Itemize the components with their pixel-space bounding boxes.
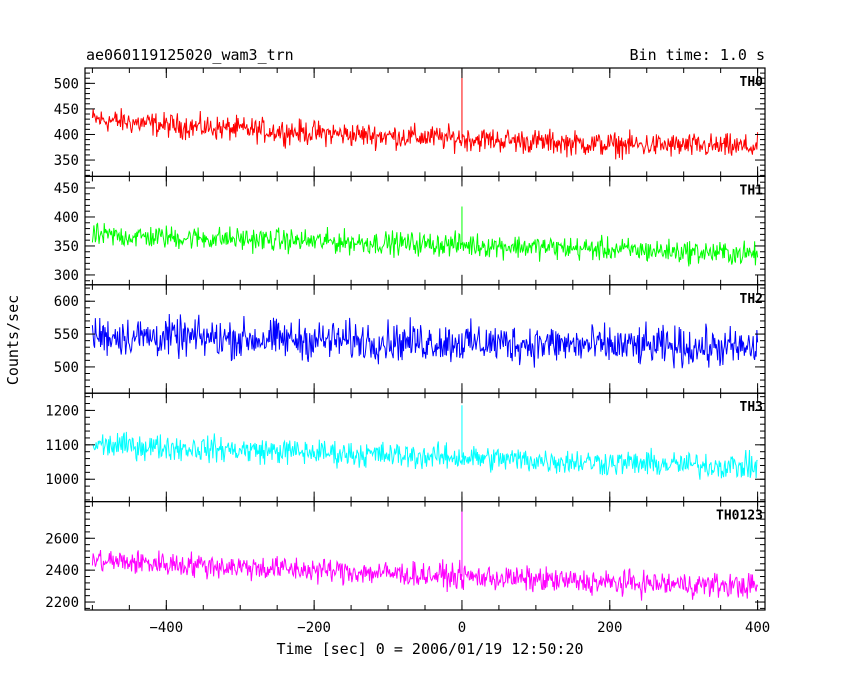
bin-time-label: Bin time: 1.0 s: [630, 46, 765, 64]
series-th2-line: [91, 314, 759, 369]
y-tick-label: 450: [54, 181, 79, 197]
y-tick-label: 350: [54, 239, 79, 255]
x-tick-label: −400: [149, 620, 183, 636]
panels-group: 350 400 450 500 TH0 300 350 400 450 TH1 500 550 600 T…: [45, 67, 770, 636]
panel-frame-th1: [84, 175, 766, 286]
series-label-th1: TH1: [740, 183, 764, 198]
y-tick-label: 1100: [45, 438, 79, 454]
x-axis-label: Time [sec] 0 = 2006/01/19 12:50:20: [276, 640, 583, 658]
y-tick-label: 400: [54, 210, 79, 226]
series-th1-line: [91, 206, 759, 267]
y-tick-label: 300: [54, 268, 79, 284]
x-tick-label: 0: [458, 620, 466, 636]
y-tick-label: 400: [54, 127, 79, 143]
x-tick-label: −200: [297, 620, 331, 636]
y-tick-label: 350: [54, 153, 79, 169]
series-th3-line: [92, 405, 758, 480]
series-label-th3: TH3: [740, 400, 763, 415]
y-tick-label: 500: [54, 76, 79, 92]
y-tick-label: 550: [54, 327, 79, 343]
series-label-th2: TH2: [740, 292, 763, 307]
series-label-th0123: TH0123: [716, 509, 763, 524]
y-axis-label: Counts/sec: [4, 295, 22, 385]
panel-frame-th0123: [84, 501, 766, 611]
x-tick-label: 400: [745, 620, 770, 636]
chart-title: ae060119125020_wam3_trn: [86, 46, 294, 64]
y-tick-label: 2400: [45, 563, 79, 579]
series-label-th0: TH0: [740, 75, 764, 90]
series-th0123-line: [91, 501, 759, 601]
y-tick-label: 2200: [45, 595, 79, 611]
y-tick-label: 450: [54, 102, 79, 118]
panel-frame-th0: [84, 67, 766, 178]
series-th0-line: [91, 68, 759, 160]
y-tick-label: 1000: [45, 472, 79, 488]
y-tick-label: 600: [54, 294, 79, 310]
y-tick-label: 2600: [45, 531, 79, 547]
y-tick-label: 1200: [45, 403, 79, 419]
y-tick-label: 500: [54, 360, 79, 376]
x-tick-label: 200: [597, 620, 622, 636]
panel-frame-th3: [84, 392, 766, 503]
